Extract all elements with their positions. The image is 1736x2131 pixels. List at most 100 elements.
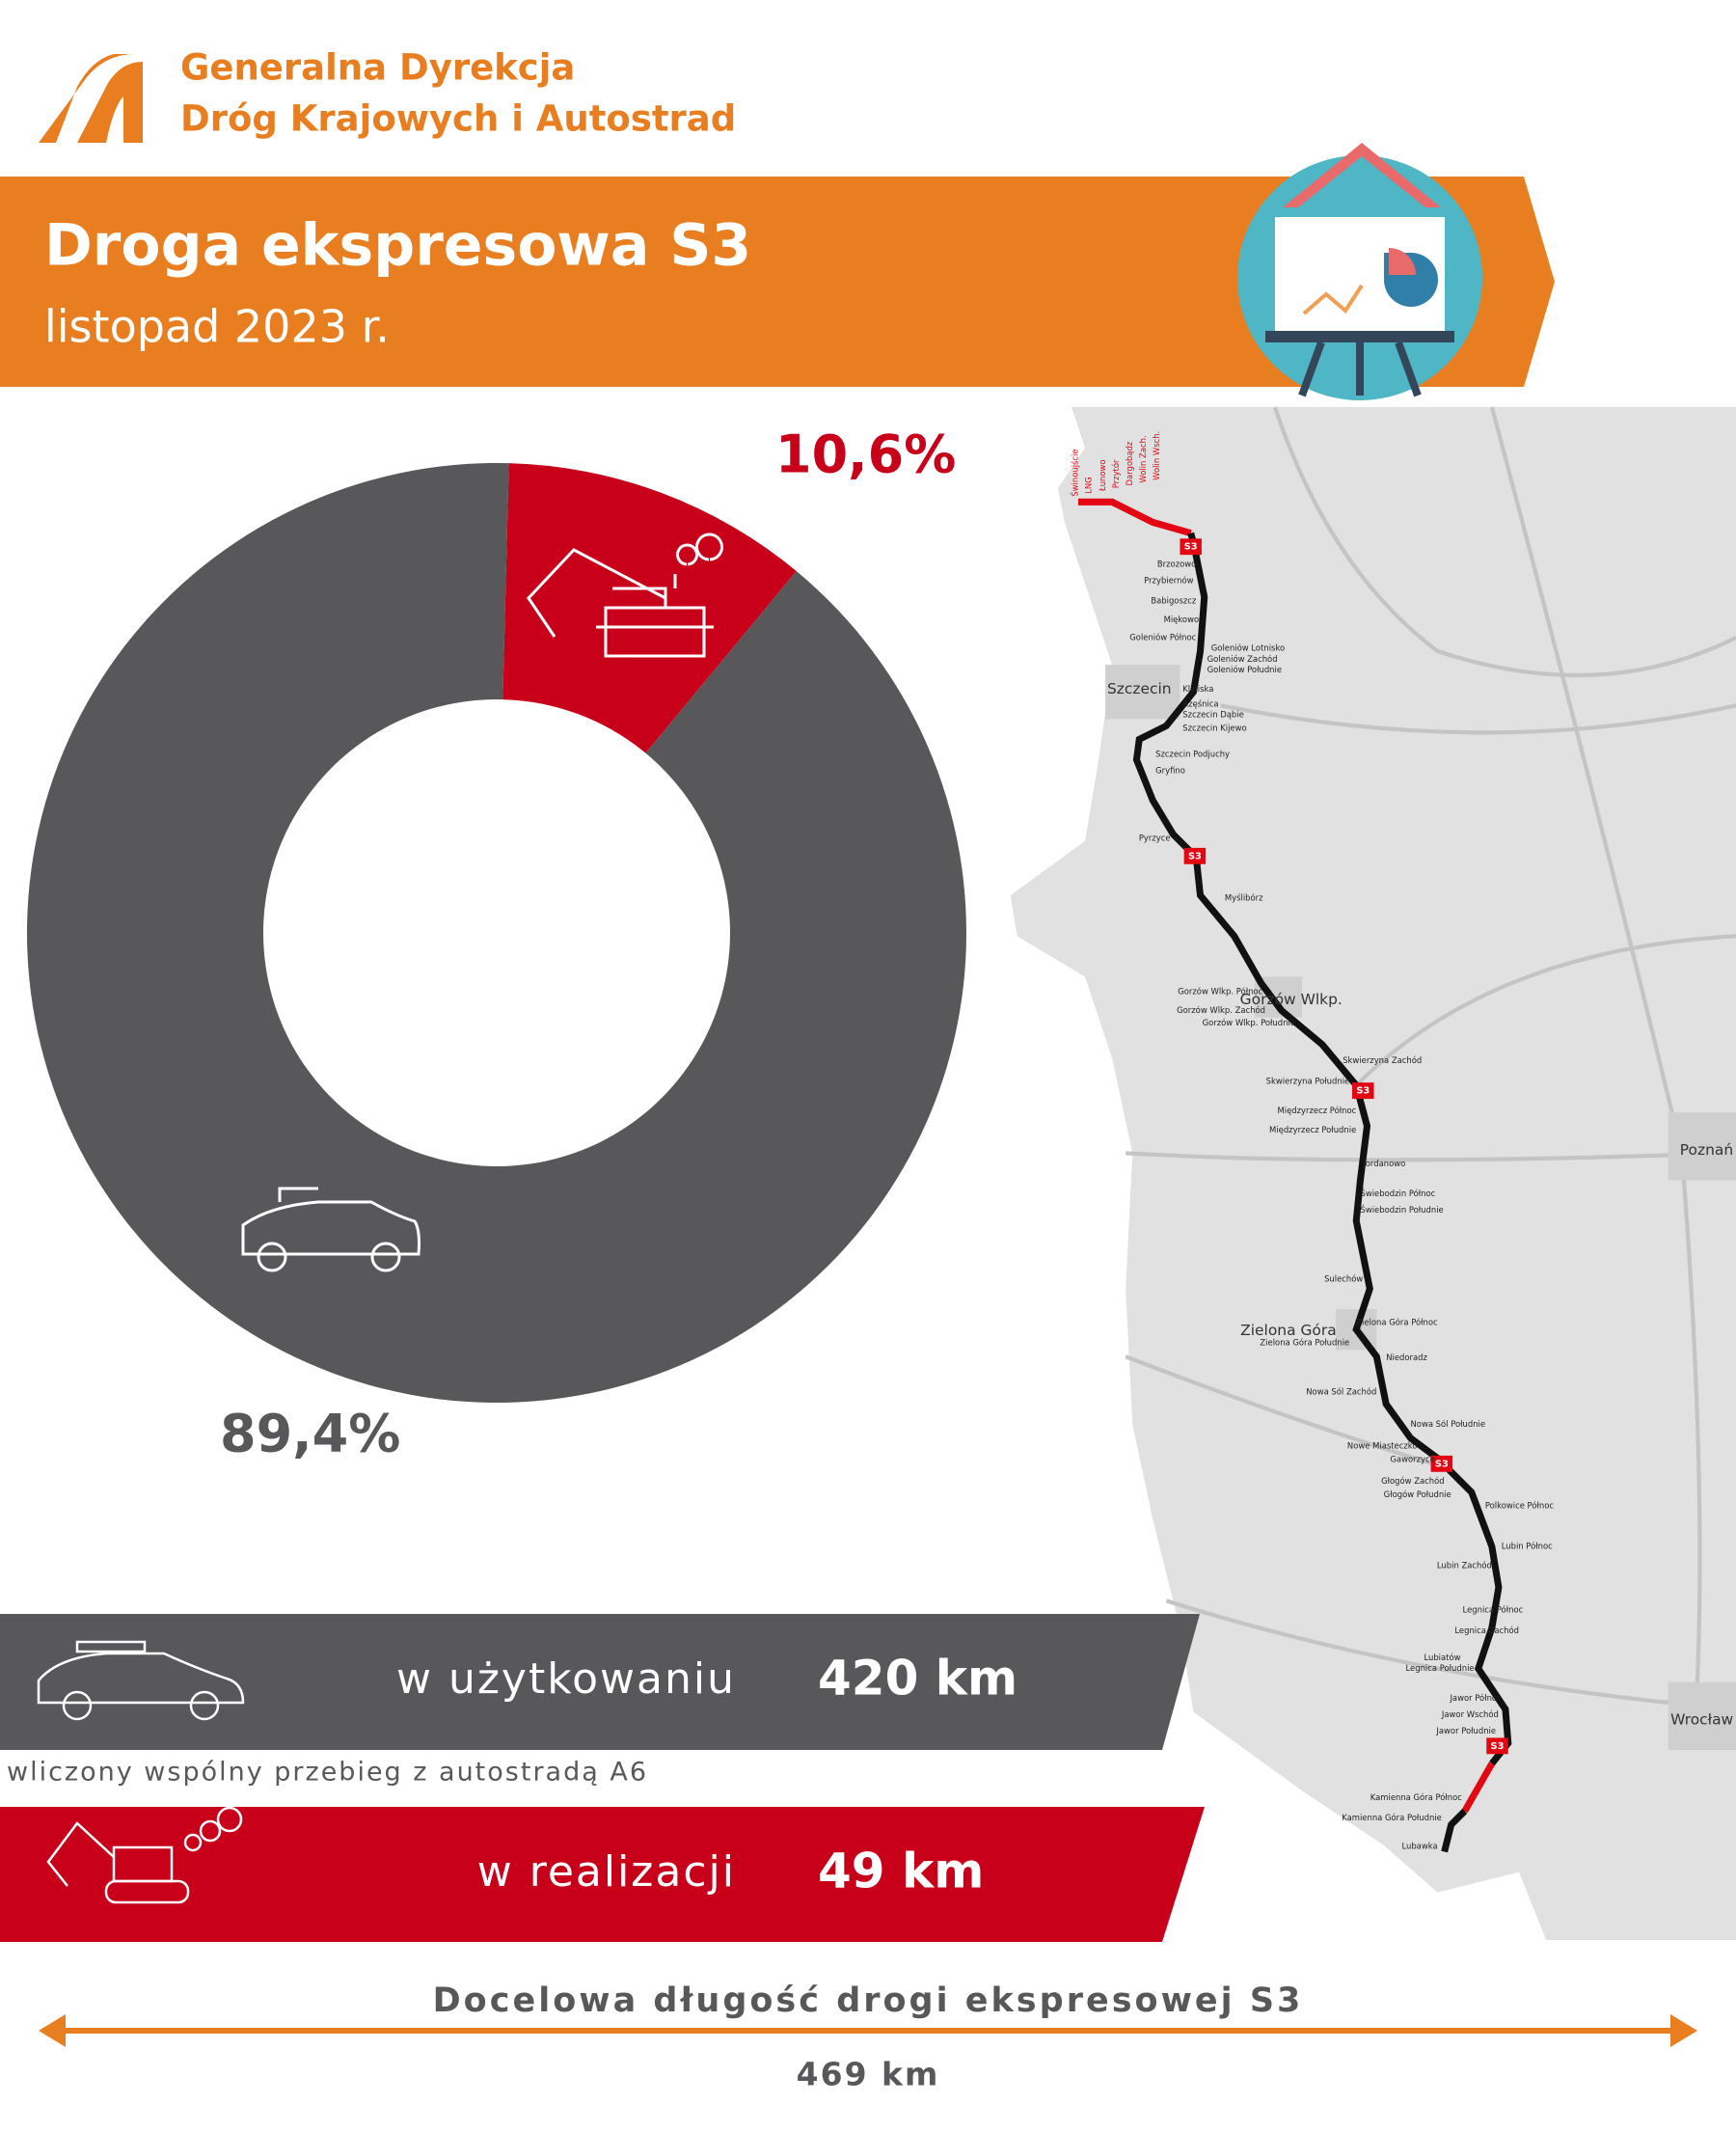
node-label: Goleniów Zachód (1207, 654, 1278, 664)
city-label: Gorzów Wlkp. (1240, 991, 1343, 1008)
node-label: Przytór (1111, 459, 1121, 488)
node-label: Świnoujście (1070, 449, 1080, 496)
slice-excavator-icon (527, 533, 723, 658)
icon-part (241, 1187, 420, 1256)
node-label: Lubiatów (1424, 1653, 1460, 1662)
slice-car-icon (241, 1187, 420, 1272)
road-shield (1180, 538, 1202, 556)
subtitle: listopad 2023 r. (44, 301, 390, 353)
node-label: Niedoradz (1386, 1352, 1427, 1362)
in-progress-bar (0, 1807, 1205, 1942)
node-label: Legnica Zachód (1454, 1626, 1519, 1635)
road-shield-label: S3 (1491, 1741, 1505, 1752)
node-label: Jawor Północ (1449, 1693, 1502, 1703)
road-shield (1430, 1455, 1453, 1472)
node-label: Gorzów Wlkp. Północ (1178, 986, 1262, 996)
node-label: Pyrzyce (1139, 833, 1171, 843)
donut-slice (27, 462, 967, 1403)
node-label: Jawor Wschód (1441, 1709, 1499, 1719)
in-progress-label: w realizacji (477, 1847, 736, 1897)
node-label: LNG (1084, 477, 1094, 494)
logo (39, 54, 143, 143)
note: wliczony wspólny przebieg z autostradą A… (7, 1758, 648, 1788)
title: Droga ekspresowa S3 (44, 212, 751, 280)
node-label: Goleniów Południe (1207, 665, 1282, 674)
city-label: Poznań (1680, 1141, 1733, 1159)
node-label: Sulechów (1324, 1274, 1363, 1284)
node-label: Gryfino (1155, 765, 1185, 775)
in-use-value: 420 km (818, 1651, 1017, 1707)
node-label: Goleniów Północ (1129, 632, 1196, 642)
target-value: 469 km (797, 2056, 940, 2093)
node-label: Polkowice Północ (1485, 1500, 1555, 1510)
node-label: Legnica Północ (1463, 1605, 1524, 1615)
node-label: Legnica Południe (1406, 1663, 1475, 1673)
node-label: Łunowo (1098, 459, 1107, 492)
node-label: Brzozowo (1157, 560, 1196, 569)
node-label: Szczecin Kijewo (1182, 724, 1246, 733)
node-label: Świebodzin Południe (1360, 1204, 1443, 1215)
node-label: Rzęśnica (1182, 698, 1218, 708)
target-title: Docelowa długość drogi ekspresowej S3 (433, 1981, 1304, 2020)
icon-part (527, 533, 723, 658)
node-label: Lubin Zachód (1437, 1560, 1492, 1570)
node-label: Skwierzyna Południe (1266, 1076, 1350, 1085)
node-label: Myślibórz (1225, 892, 1263, 902)
road-shield (1183, 847, 1207, 864)
node-label: Babigoszcz (1151, 595, 1197, 605)
node-label: Zielona Góra Południe (1260, 1338, 1349, 1348)
in-use-label: w użytkowaniu (396, 1654, 736, 1704)
icon-part (257, 1242, 287, 1272)
icon-part (370, 1242, 401, 1272)
node-label: Dargobądz (1125, 441, 1134, 485)
node-label: Szczecin Dąbie (1182, 710, 1244, 720)
in-progress-value: 49 km (818, 1844, 984, 1899)
org-line1: Generalna Dyrekcja (180, 47, 575, 89)
road-shield-label: S3 (1435, 1459, 1449, 1469)
node-label: Świebodzin Północ (1360, 1188, 1435, 1198)
presentation-icon (1237, 143, 1482, 400)
road-shield-label: S3 (1184, 542, 1198, 553)
city-label: Szczecin (1107, 680, 1172, 697)
node-label: Gorzów Wlkp. Zachód (1177, 1005, 1265, 1015)
road-shield (1352, 1082, 1374, 1100)
org-line2: Dróg Krajowych i Autostrad (180, 98, 736, 140)
city-label: Wrocław (1670, 1711, 1733, 1729)
node-label: Lubin Północ (1502, 1542, 1553, 1551)
node-label: Wolin Zach. (1138, 435, 1148, 482)
road-shield-label: S3 (1188, 851, 1202, 861)
node-label: Gorzów Wlkp. Południe (1203, 1018, 1295, 1027)
node-label: Jawor Południe (1435, 1726, 1496, 1735)
node-label: Międzyrzecz Północ (1277, 1106, 1356, 1115)
node-label: Kamienna Góra Południe (1342, 1813, 1442, 1822)
car-icon (37, 1640, 245, 1721)
node-label: Przybiernów (1144, 575, 1193, 585)
road-shield (1486, 1737, 1508, 1755)
node-label: Wolin Wsch. (1152, 431, 1161, 480)
excavator-icon (46, 1806, 243, 1904)
node-label: Jordanowo (1362, 1159, 1405, 1168)
node-label: Kamienna Góra Północ (1370, 1792, 1463, 1802)
node-label: Zielona Góra Północ (1356, 1318, 1438, 1327)
node-label: Nowe Miasteczko (1347, 1441, 1418, 1451)
node-label: Nowa Sól Zachód (1306, 1386, 1376, 1396)
value-label: 10,6% (775, 424, 956, 485)
road-shield-label: S3 (1356, 1086, 1370, 1097)
city-label: Zielona Góra (1240, 1322, 1337, 1339)
node-label: Głogów Zachód (1381, 1476, 1445, 1486)
node-label: Gaworzyce (1390, 1455, 1434, 1464)
node-label: Głogów Południe (1384, 1489, 1451, 1499)
map: S3 S3 S3 S3 S3 Szczecin Gorzów Wlkp. Zielona Gó… (1010, 406, 1736, 1940)
in-use-bar (0, 1614, 1200, 1750)
title-banner (0, 177, 1555, 387)
node-label: Nowa Sól Południe (1411, 1419, 1486, 1429)
node-label: Szczecin Podjuchy (1155, 749, 1230, 758)
node-label: Międzyrzecz Południe (1269, 1125, 1356, 1134)
node-label: Skwierzyna Zachód (1343, 1055, 1422, 1065)
node-label: Lubawka (1401, 1841, 1437, 1850)
node-label: Goleniów Lotnisko (1211, 643, 1285, 653)
node-label: Miękowo (1164, 615, 1200, 624)
length-arrow (39, 2014, 1697, 2047)
